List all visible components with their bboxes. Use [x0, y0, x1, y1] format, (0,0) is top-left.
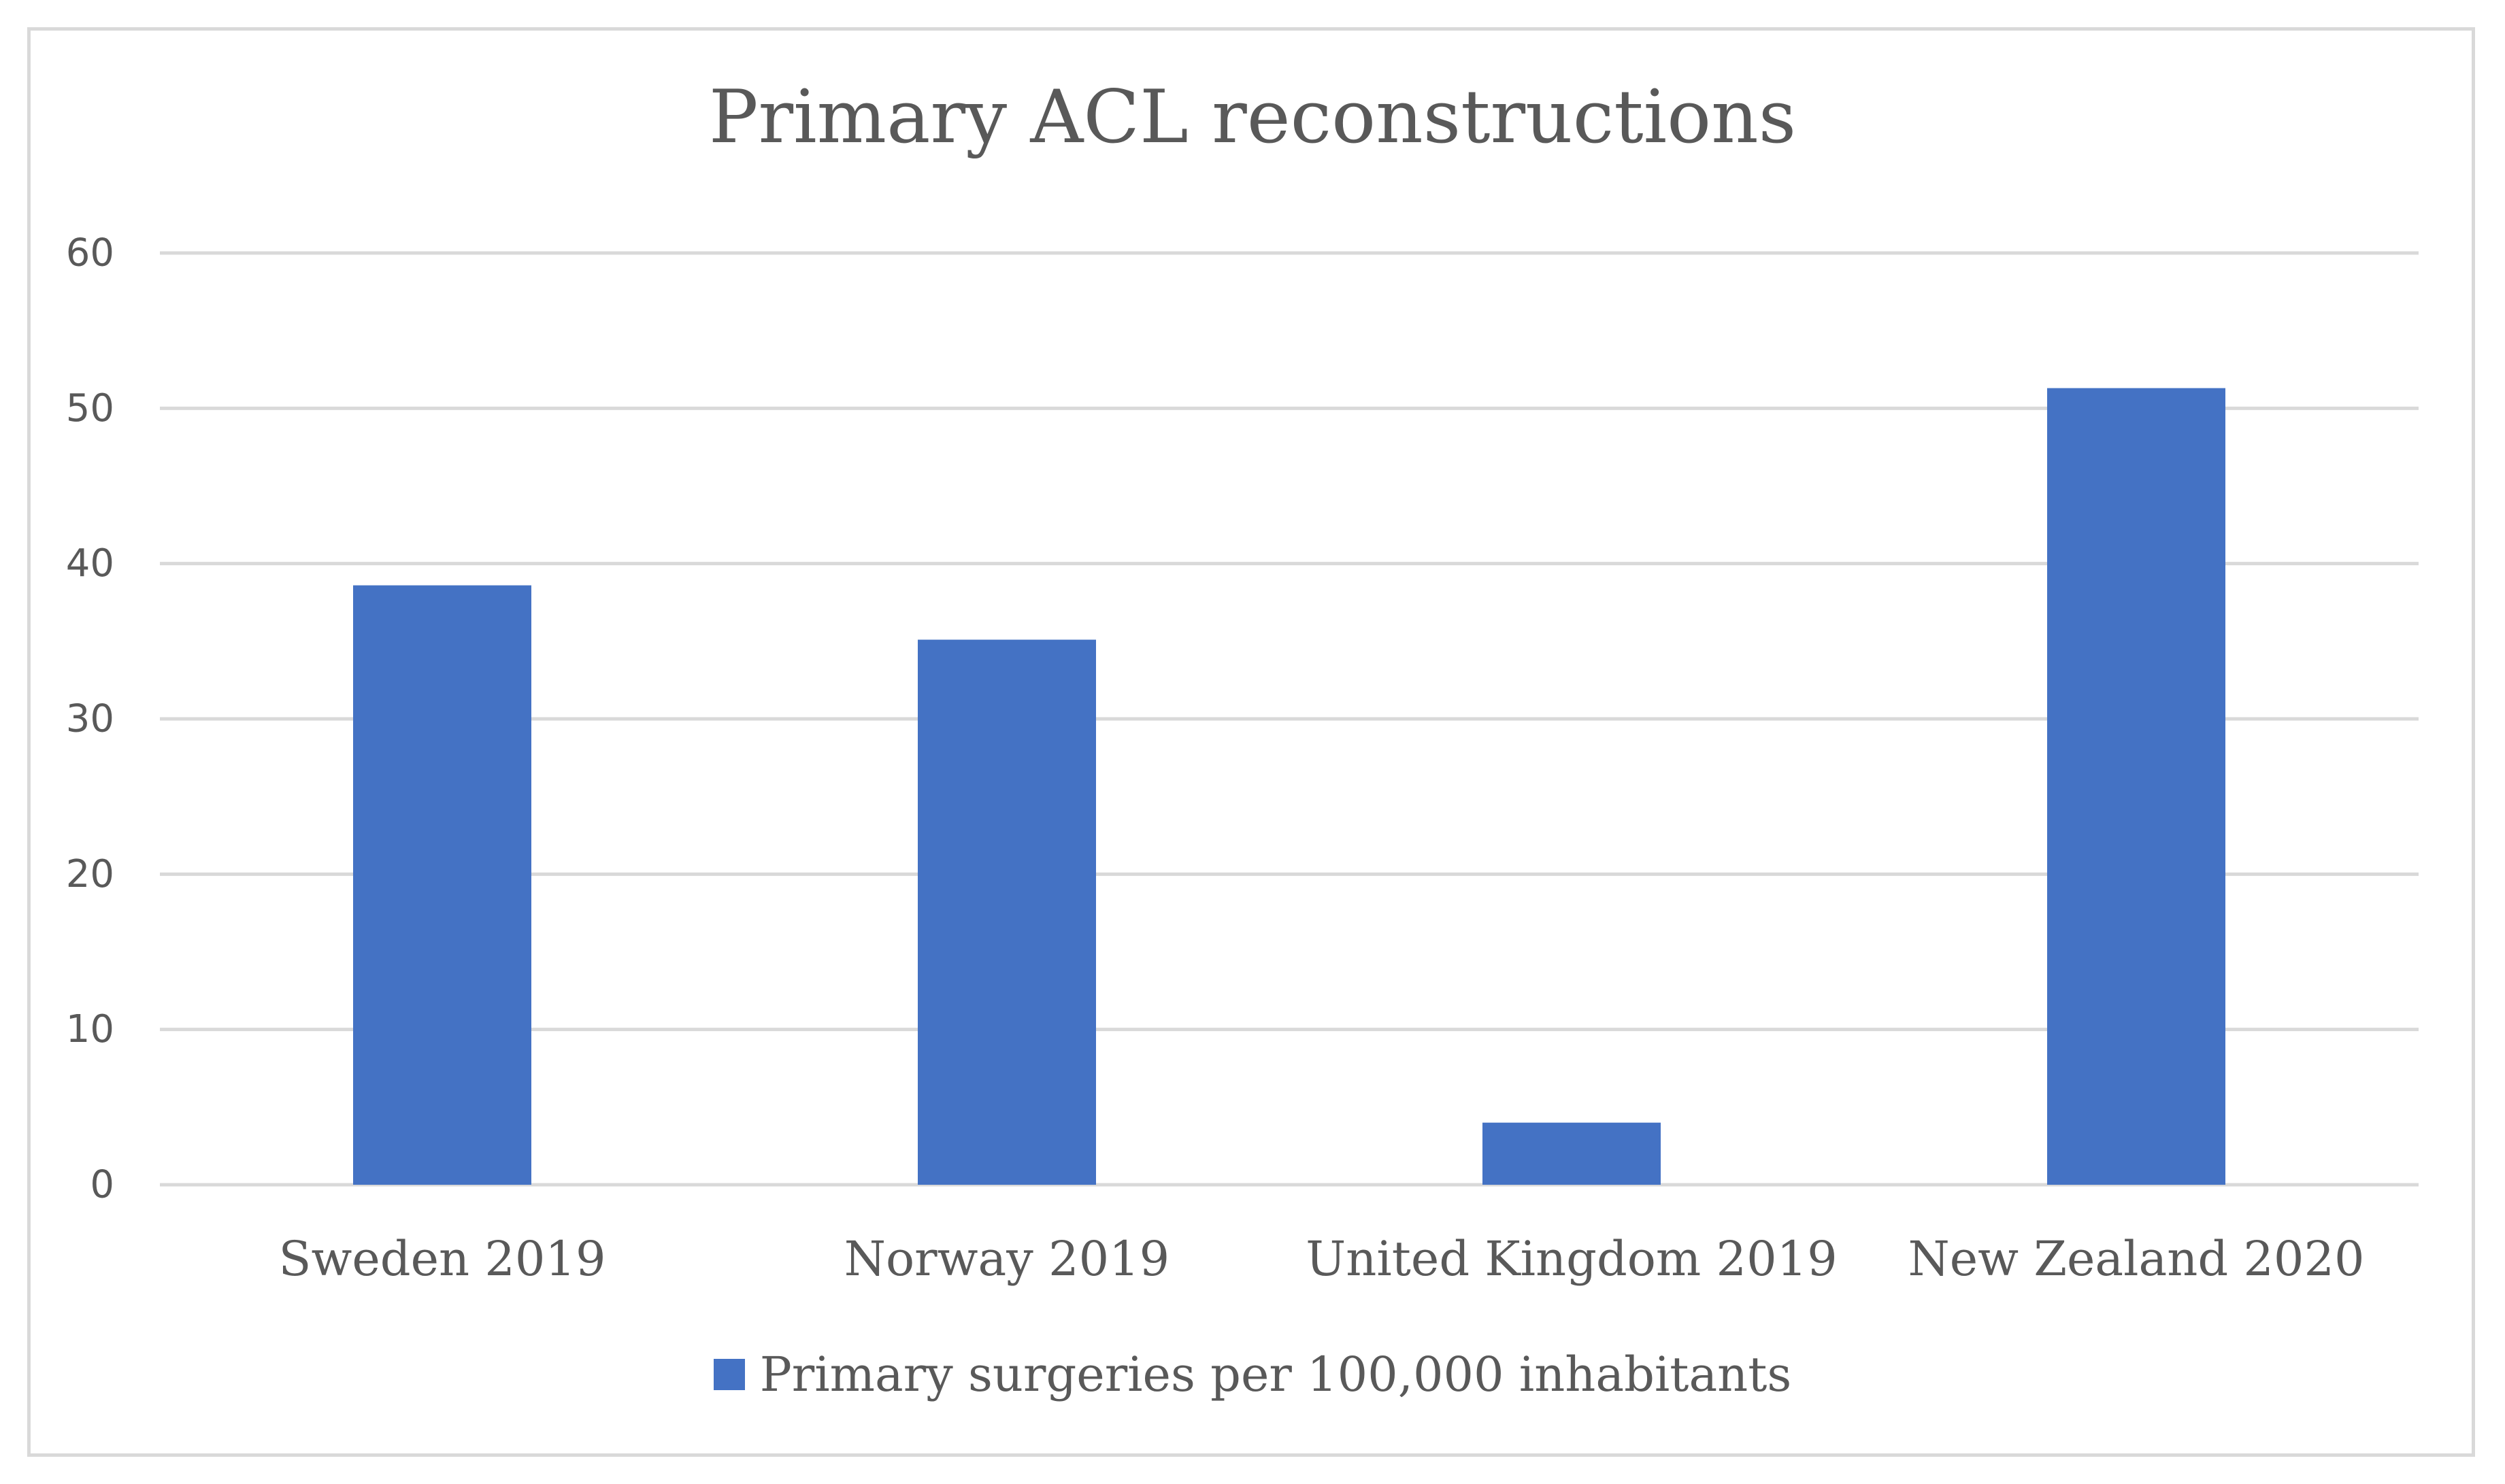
bar — [918, 639, 1096, 1185]
gridlines — [160, 251, 2419, 1187]
legend-label: Primary surgeries per 100,000 inhabitant… — [759, 1347, 1792, 1402]
x-category-label: New Zealand 2020 — [1908, 1231, 2364, 1287]
y-tick-label: 40 — [66, 541, 114, 586]
legend: Primary surgeries per 100,000 inhabitant… — [0, 1347, 2505, 1402]
x-category-label: Sweden 2019 — [278, 1231, 605, 1287]
x-axis-category-labels: Sweden 2019 Norway 2019 United Kingdom 201… — [278, 1231, 2364, 1287]
y-tick-label: 60 — [66, 231, 114, 275]
bar — [2047, 388, 2225, 1185]
y-tick-label: 20 — [66, 852, 114, 896]
y-axis-tick-labels: 0 10 20 30 40 50 60 — [66, 231, 114, 1207]
bar — [353, 585, 531, 1185]
legend-swatch — [713, 1359, 745, 1390]
y-tick-label: 10 — [66, 1007, 114, 1051]
x-category-label: Norway 2019 — [844, 1231, 1169, 1287]
bar — [1482, 1122, 1661, 1185]
x-category-label: United Kingdom 2019 — [1306, 1231, 1837, 1287]
bars — [353, 388, 2225, 1185]
y-tick-label: 50 — [66, 386, 114, 431]
y-tick-label: 0 — [90, 1163, 114, 1207]
y-tick-label: 30 — [66, 697, 114, 741]
chart-title: Primary ACL reconstructions — [708, 75, 1797, 160]
